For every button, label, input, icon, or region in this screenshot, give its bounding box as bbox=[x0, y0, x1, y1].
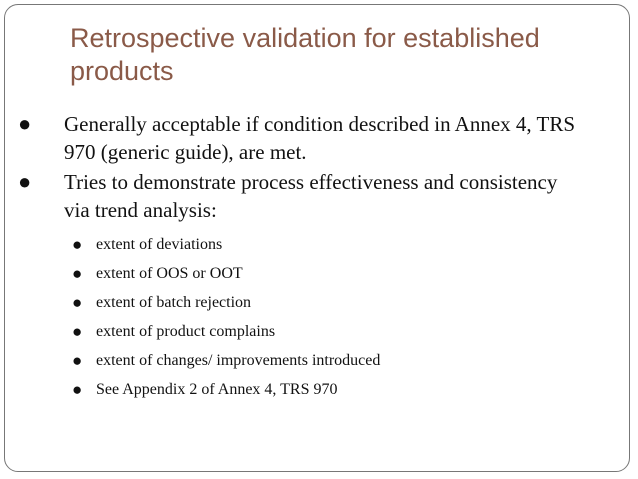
sub-bullet: extent of OOS or OOT bbox=[18, 259, 578, 288]
sub-bullet: extent of product complains bbox=[18, 317, 578, 346]
bullet: Tries to demonstrate process effectivene… bbox=[18, 168, 578, 224]
sub-list: extent of deviationsextent of OOS or OOT… bbox=[18, 230, 578, 404]
slide-body: Generally acceptable if condition descri… bbox=[18, 110, 578, 404]
sub-bullet: extent of changes/ improvements introduc… bbox=[18, 346, 578, 375]
bullet: Generally acceptable if condition descri… bbox=[18, 110, 578, 166]
slide-title: Retrospective validation for established… bbox=[70, 23, 540, 86]
slide-frame bbox=[4, 4, 630, 472]
sub-bullet: See Appendix 2 of Annex 4, TRS 970 bbox=[18, 375, 578, 404]
sub-bullet: extent of deviations bbox=[18, 230, 578, 259]
sub-bullet: extent of batch rejection bbox=[18, 288, 578, 317]
